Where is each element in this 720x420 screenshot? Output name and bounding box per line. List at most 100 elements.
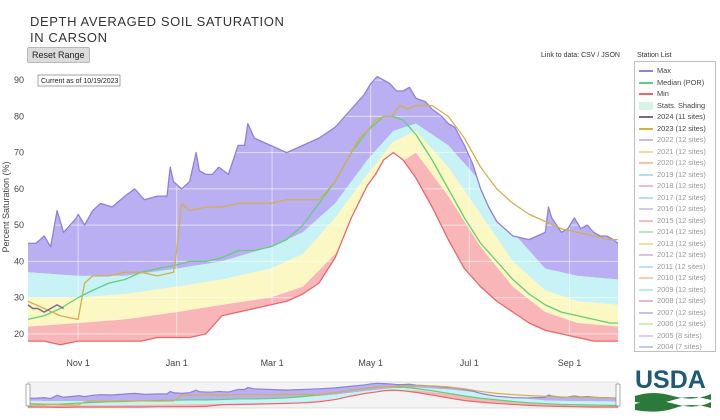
x-tick-label: Mar 1	[261, 358, 284, 368]
legend-swatch	[639, 334, 653, 337]
legend-label: 2022 (12 sites)	[657, 135, 706, 144]
series-max-line	[28, 75, 619, 248]
legend-swatch	[639, 101, 653, 110]
series-2023-line	[27, 104, 618, 321]
legend-label: 2014 (12 sites)	[657, 227, 706, 236]
legend-label: 2010 (12 sites)	[657, 273, 706, 282]
legend: Max Median (POR) Min Stats. Shading 2024 (11…	[634, 61, 716, 352]
legend-swatch	[639, 139, 653, 141]
legend-swatch	[639, 311, 653, 314]
legend-label: 2020 (12 sites)	[657, 158, 706, 167]
legend-swatch	[639, 185, 653, 187]
legend-label: 2019 (12 sites)	[657, 169, 706, 179]
y-tick-label: 40	[14, 256, 24, 266]
legend-label: 2012 (12 sites)	[657, 250, 706, 259]
band-p30-to-min	[28, 152, 618, 345]
legend-swatch	[639, 300, 653, 302]
legend-item-max[interactable]: Max	[635, 65, 717, 77]
legend-label: 2005 (8 sites)	[657, 330, 702, 340]
legend-item-2021[interactable]: 2021 (12 sites)	[635, 146, 717, 158]
legend-swatch	[639, 346, 653, 348]
legend-swatch	[639, 81, 653, 84]
legend-item-2012[interactable]: 2012 (12 sites)	[635, 249, 717, 261]
legend-item-median[interactable]: Median (POR)	[635, 77, 717, 89]
usda-logo: USDA	[635, 366, 711, 412]
x-tick-label: Jan 1	[166, 358, 188, 368]
nav-band-top	[28, 383, 618, 402]
y-tick-label: 90	[14, 75, 24, 85]
legend-label: 2006 (12 sites)	[657, 319, 706, 328]
data-links[interactable]: Link to data: CSV / JSON	[541, 52, 620, 59]
legend-item-2006[interactable]: 2006 (12 sites)	[635, 318, 717, 330]
legend-label: 2024 (11 sites)	[657, 112, 706, 121]
legend-item-2023[interactable]: 2023 (12 sites)	[635, 123, 717, 135]
legend-item-2010[interactable]: 2010 (12 sites)	[635, 272, 717, 284]
chart-title: DEPTH AVERAGED SOIL SATURATION IN CARSON	[30, 14, 285, 45]
legend-swatch	[639, 323, 653, 325]
legend-label: Stats. Shading	[657, 100, 706, 110]
x-tick-label: May 1	[358, 358, 383, 368]
range-handle-right[interactable]	[615, 383, 621, 407]
legend-swatch	[639, 150, 653, 153]
nav-band-low	[28, 390, 618, 408]
legend-item-2011[interactable]: 2011 (12 sites)	[635, 261, 717, 273]
usda-logo-text: USDA	[635, 366, 706, 394]
y-tick-label: 20	[14, 329, 24, 339]
band-p70-to-p30	[28, 130, 618, 327]
legend-item-2022[interactable]: 2022 (12 sites)	[635, 134, 717, 146]
legend-item-min[interactable]: Min	[635, 88, 717, 100]
legend-item-2014[interactable]: 2014 (12 sites)	[635, 226, 717, 238]
station-list-link[interactable]: Station List	[637, 52, 672, 59]
legend-item-2015[interactable]: 2015 (12 sites)	[635, 215, 717, 227]
legend-swatch	[639, 196, 653, 199]
y-tick-label: 30	[14, 293, 24, 303]
x-tick-label: Sep 1	[558, 358, 582, 368]
series-2024-line	[27, 304, 64, 313]
nav-band-mid	[28, 387, 618, 406]
legend-swatch	[639, 127, 653, 130]
legend-item-2024[interactable]: 2024 (11 sites)	[635, 111, 717, 123]
legend-item-2019[interactable]: 2019 (12 sites)	[635, 169, 717, 181]
legend-item-2017[interactable]: 2017 (12 sites)	[635, 192, 717, 204]
legend-label: 2013 (12 sites)	[657, 238, 706, 248]
legend-item-2018[interactable]: 2018 (12 sites)	[635, 180, 717, 192]
y-axis-label: Percent Saturation (%)	[1, 161, 11, 252]
legend-label: 2007 (12 sites)	[657, 307, 706, 317]
legend-label: 2016 (12 sites)	[657, 204, 706, 213]
legend-label: 2015 (12 sites)	[657, 215, 706, 225]
legend-item-stats[interactable]: Stats. Shading	[635, 100, 717, 112]
legend-swatch	[639, 254, 653, 256]
x-tick-label: Nov 1	[66, 358, 90, 368]
legend-label: 2008 (12 sites)	[657, 296, 706, 305]
legend-item-2004[interactable]: 2004 (7 sites)	[635, 341, 717, 353]
legend-item-2016[interactable]: 2016 (12 sites)	[635, 203, 717, 215]
range-handle-left[interactable]	[25, 383, 31, 407]
current-as-of-box	[37, 74, 121, 87]
legend-label: Min	[657, 89, 669, 98]
nav-max-line	[28, 382, 619, 400]
legend-swatch	[639, 288, 653, 291]
legend-swatch	[639, 162, 653, 164]
band-max-to-p90	[28, 76, 618, 280]
legend-label: 2004 (7 sites)	[657, 342, 702, 351]
legend-swatch	[639, 277, 653, 279]
reset-range-button[interactable]: Reset Range	[27, 47, 90, 63]
band-p90-to-p70	[28, 123, 618, 305]
legend-label: 2021 (12 sites)	[657, 146, 706, 156]
logo-wave-2	[635, 401, 711, 412]
nav-2023-line	[27, 385, 618, 406]
legend-item-2005[interactable]: 2005 (8 sites)	[635, 330, 717, 342]
legend-swatch	[639, 208, 653, 210]
legend-item-2009[interactable]: 2009 (12 sites)	[635, 284, 717, 296]
legend-item-2013[interactable]: 2013 (12 sites)	[635, 238, 717, 250]
nav-min-line	[28, 389, 618, 408]
legend-item-2020[interactable]: 2020 (12 sites)	[635, 157, 717, 169]
legend-swatch	[639, 93, 653, 95]
legend-label: 2023 (12 sites)	[657, 123, 706, 133]
y-tick-label: 70	[14, 148, 24, 158]
legend-item-2007[interactable]: 2007 (12 sites)	[635, 307, 717, 319]
legend-label: Median (POR)	[657, 77, 705, 87]
legend-item-2008[interactable]: 2008 (12 sites)	[635, 295, 717, 307]
legend-swatch	[639, 219, 653, 222]
